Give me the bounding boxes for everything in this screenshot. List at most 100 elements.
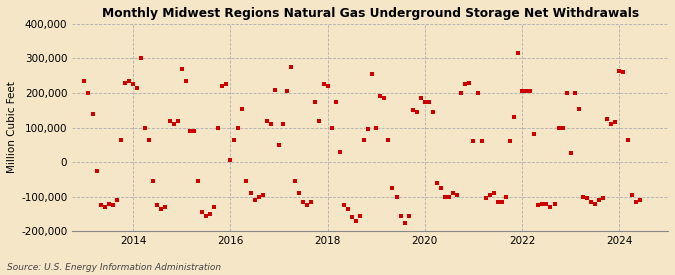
Point [496, 200, 507, 204]
Point [188, 129, 199, 133]
Point [91, 169, 102, 173]
Point [334, 150, 345, 154]
Point [427, 110, 438, 114]
Point [99, 205, 110, 209]
Point [566, 151, 576, 156]
Point [205, 212, 215, 216]
Point [443, 194, 454, 199]
Point [119, 80, 130, 85]
Point [554, 125, 564, 130]
Text: Source: U.S. Energy Information Administration: Source: U.S. Energy Information Administ… [7, 263, 221, 271]
Point [399, 220, 410, 225]
Point [294, 191, 304, 196]
Point [367, 72, 377, 76]
Point [358, 138, 369, 142]
Point [489, 191, 500, 196]
Point [582, 196, 593, 200]
Point [95, 203, 106, 207]
Point [140, 125, 151, 130]
Point [87, 112, 98, 116]
Point [558, 125, 568, 130]
Point [249, 198, 260, 202]
Point [375, 94, 385, 99]
Point [371, 125, 381, 130]
Point [168, 122, 179, 126]
Point [176, 67, 187, 71]
Point [468, 139, 479, 144]
Point [419, 100, 430, 104]
Point [261, 119, 272, 123]
Point [229, 138, 240, 142]
Point [184, 129, 195, 133]
Point [83, 91, 94, 95]
Point [192, 179, 203, 183]
Point [606, 122, 617, 126]
Point [634, 198, 645, 202]
Point [395, 213, 406, 218]
Point [517, 89, 528, 94]
Point [221, 82, 232, 87]
Point [586, 200, 597, 204]
Point [439, 194, 450, 199]
Point [196, 210, 207, 214]
Point [354, 213, 365, 218]
Point [124, 79, 134, 83]
Point [306, 200, 317, 204]
Point [452, 193, 462, 197]
Point [602, 117, 613, 121]
Point [164, 119, 175, 123]
Point [578, 194, 589, 199]
Point [590, 201, 601, 206]
Point [493, 200, 504, 204]
Point [200, 213, 211, 218]
Point [152, 203, 163, 207]
Point [407, 108, 418, 112]
Point [521, 89, 532, 94]
Point [330, 100, 341, 104]
Point [237, 106, 248, 111]
Point [460, 82, 470, 87]
Point [387, 186, 398, 190]
Point [537, 201, 548, 206]
Point [630, 200, 641, 204]
Point [549, 201, 560, 206]
Point [383, 138, 394, 142]
Point [614, 68, 625, 73]
Point [103, 201, 114, 206]
Point [391, 194, 402, 199]
Point [622, 138, 633, 142]
Point [115, 138, 126, 142]
Point [618, 70, 629, 75]
Point [241, 179, 252, 183]
Title: Monthly Midwest Regions Natural Gas Underground Storage Net Withdrawals: Monthly Midwest Regions Natural Gas Unde… [101, 7, 639, 20]
Point [233, 125, 244, 130]
Point [225, 158, 236, 163]
Point [281, 89, 292, 94]
Point [464, 80, 475, 85]
Point [245, 191, 256, 196]
Point [286, 65, 296, 69]
Point [322, 84, 333, 88]
Y-axis label: Million Cubic Feet: Million Cubic Feet [7, 82, 17, 174]
Point [513, 51, 524, 56]
Point [626, 193, 637, 197]
Point [156, 207, 167, 211]
Point [326, 125, 337, 130]
Point [298, 200, 308, 204]
Point [456, 91, 466, 95]
Point [111, 198, 122, 202]
Point [379, 96, 389, 100]
Point [448, 191, 458, 196]
Point [302, 203, 313, 207]
Point [484, 193, 495, 197]
Point [318, 82, 329, 87]
Point [594, 198, 605, 202]
Point [265, 122, 276, 126]
Point [132, 86, 142, 90]
Point [144, 138, 155, 142]
Point [310, 100, 321, 104]
Point [350, 219, 361, 223]
Point [160, 205, 171, 209]
Point [562, 91, 572, 95]
Point [477, 139, 487, 144]
